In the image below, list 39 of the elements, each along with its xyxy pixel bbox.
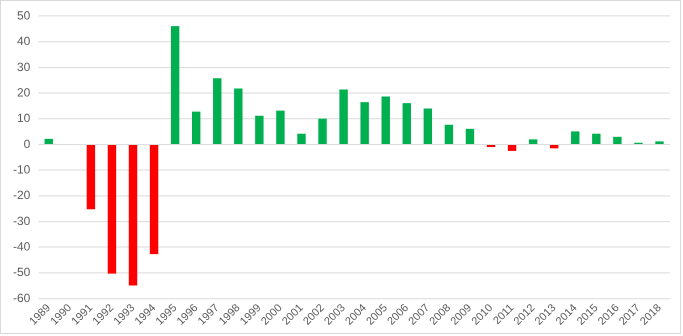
y-tick-label: 40	[16, 34, 31, 48]
bar	[444, 124, 454, 144]
bar	[382, 96, 390, 144]
y-tick-label: 20	[16, 85, 31, 100]
y-tick-label: -50	[12, 265, 31, 280]
bar	[360, 102, 369, 144]
y-tick-label: -20	[12, 188, 31, 202]
bar	[550, 145, 558, 148]
bar	[339, 90, 348, 144]
bar	[128, 145, 138, 286]
bar	[234, 88, 243, 144]
bar	[255, 116, 264, 144]
bar	[592, 134, 601, 144]
bar	[108, 145, 116, 274]
y-tick-label: 50	[16, 8, 31, 22]
bar	[213, 78, 222, 144]
y-tick-label: 30	[16, 60, 31, 74]
bar	[613, 136, 622, 144]
bar	[466, 128, 474, 144]
bar	[424, 108, 432, 144]
y-tick-label: -30	[12, 214, 31, 228]
bar	[276, 110, 285, 144]
y-tick-label: -60	[12, 290, 31, 305]
y-tick-label: -40	[12, 240, 31, 254]
bar	[192, 112, 200, 144]
bar	[297, 134, 306, 144]
bar	[150, 145, 158, 254]
bar	[86, 145, 96, 210]
bar	[44, 138, 53, 144]
bar	[318, 118, 327, 144]
bar	[655, 141, 664, 144]
bar	[571, 131, 580, 144]
y-tick-label: 0	[24, 136, 31, 151]
bar	[170, 26, 180, 144]
bar	[508, 145, 516, 151]
bar	[402, 103, 411, 144]
bar	[528, 139, 538, 144]
y-tick-label: 10	[16, 111, 31, 126]
y-tick-label: -10	[12, 162, 31, 176]
